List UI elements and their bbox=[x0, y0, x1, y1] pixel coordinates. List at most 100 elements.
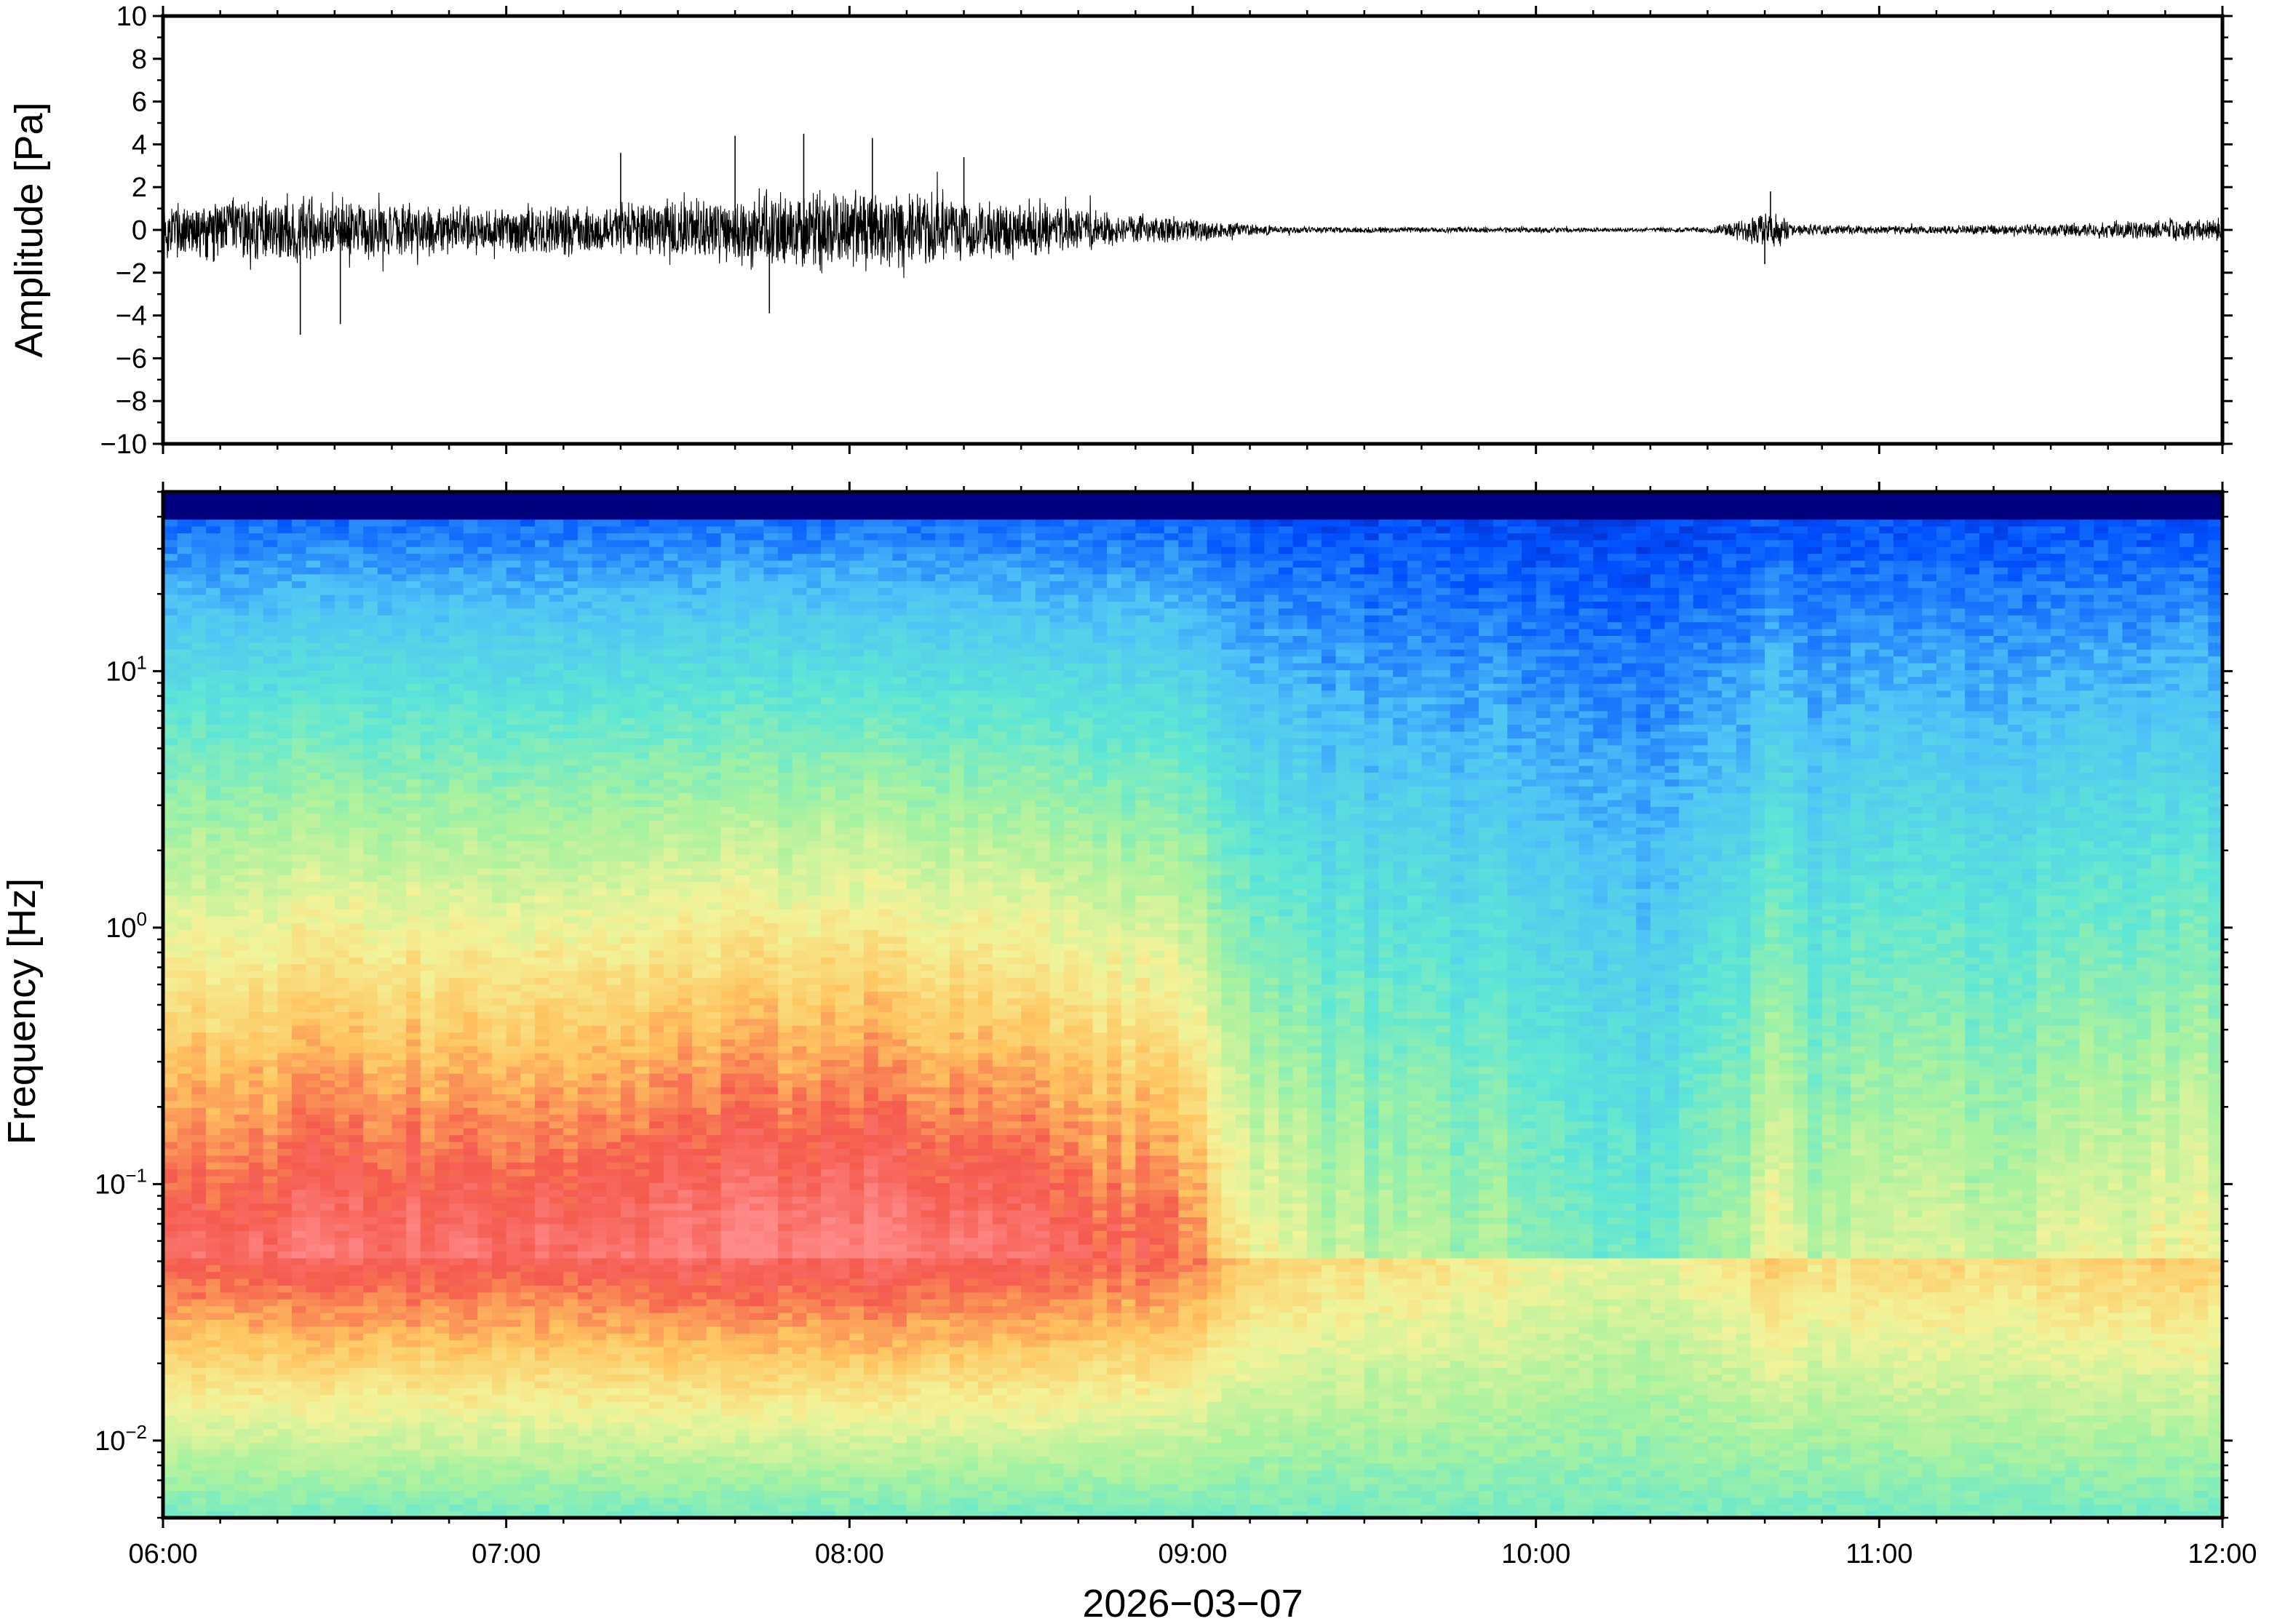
spectrogram-cell bbox=[421, 977, 435, 984]
spectrogram-cell bbox=[335, 1436, 349, 1443]
spectrogram-cell bbox=[378, 861, 392, 869]
spectrogram-cell bbox=[363, 868, 378, 875]
spectrogram-cell bbox=[406, 998, 421, 1006]
spectrogram-cell bbox=[592, 615, 607, 622]
spectrogram-cell bbox=[178, 1094, 192, 1101]
spectrogram-cell bbox=[263, 943, 278, 950]
spectrogram-cell bbox=[535, 1401, 549, 1409]
spectrogram-cell bbox=[464, 786, 478, 793]
spectrogram-cell bbox=[477, 1436, 492, 1443]
spectrogram-cell bbox=[320, 1272, 335, 1279]
spectrogram-cell bbox=[506, 690, 521, 698]
spectrogram-cell bbox=[220, 1190, 235, 1197]
spectrogram-cell bbox=[421, 1409, 435, 1416]
spectrogram-cell bbox=[178, 677, 192, 684]
spectrogram-cell bbox=[206, 498, 220, 506]
spectrogram-cell bbox=[206, 581, 220, 588]
spectrogram-cell bbox=[191, 1101, 206, 1108]
spectrogram-cell bbox=[191, 1032, 206, 1040]
spectrogram-cell bbox=[178, 923, 192, 930]
spectrogram-cell bbox=[292, 1306, 306, 1313]
spectrogram-cell bbox=[563, 1224, 578, 1231]
spectrogram-cell bbox=[406, 560, 421, 568]
spectrogram-cell bbox=[406, 1381, 421, 1388]
spectrogram-cell bbox=[434, 1121, 449, 1129]
spectrogram-cell bbox=[378, 1285, 392, 1292]
spectrogram-cell bbox=[506, 964, 521, 971]
spectrogram-cell bbox=[592, 868, 607, 875]
spectrogram-cell bbox=[349, 1169, 363, 1177]
spectrogram-cell bbox=[220, 1381, 235, 1388]
spectrogram-cell bbox=[191, 916, 206, 923]
spectrogram-cell bbox=[578, 909, 592, 916]
spectrogram-cell bbox=[191, 1429, 206, 1436]
spectrogram-cell bbox=[492, 629, 506, 636]
spectrogram-cell bbox=[249, 1477, 263, 1484]
spectrogram-cell bbox=[477, 1292, 492, 1299]
spectrogram-cell bbox=[378, 752, 392, 759]
spectrogram-cell bbox=[578, 588, 592, 595]
spectrogram-cell bbox=[263, 977, 278, 984]
spectrogram-cell bbox=[206, 868, 220, 875]
spectrogram-cell bbox=[234, 540, 249, 547]
spectrogram-cell bbox=[263, 669, 278, 677]
spectrogram-cell bbox=[263, 1306, 278, 1313]
spectrogram-cell bbox=[378, 1409, 392, 1416]
spectrogram-cell bbox=[234, 1436, 249, 1443]
spectrogram-cell bbox=[335, 1449, 349, 1457]
spectrogram-cell bbox=[320, 827, 335, 835]
spectrogram-cell bbox=[320, 1278, 335, 1286]
spectrogram-cell bbox=[549, 1230, 564, 1238]
spectrogram-cell bbox=[392, 950, 406, 958]
spectrogram-cell bbox=[549, 1422, 564, 1429]
spectrogram-cell bbox=[535, 731, 549, 739]
spectrogram-cell bbox=[421, 1019, 435, 1026]
spectrogram-cell bbox=[206, 902, 220, 909]
spectrogram-cell bbox=[234, 1490, 249, 1497]
spectrogram-cell bbox=[592, 1292, 607, 1299]
spectrogram-cell bbox=[549, 540, 564, 547]
spectrogram-cell bbox=[263, 1162, 278, 1169]
spectrogram-cell bbox=[520, 1238, 535, 1245]
spectrogram-cell bbox=[178, 1107, 192, 1115]
spectrogram-cell bbox=[406, 622, 421, 629]
spectrogram-cell bbox=[163, 943, 178, 950]
spectrogram-cell bbox=[549, 840, 564, 848]
spectrogram-cell bbox=[464, 1087, 478, 1094]
spectrogram-cell bbox=[563, 1101, 578, 1108]
spectrogram-cell bbox=[191, 1087, 206, 1094]
spectrogram-cell bbox=[349, 520, 363, 527]
spectrogram-cell bbox=[392, 1101, 406, 1108]
spectrogram-cell bbox=[464, 1299, 478, 1306]
spectrogram-cell bbox=[349, 1456, 363, 1463]
spectrogram-cell bbox=[163, 888, 178, 896]
spectrogram-cell bbox=[477, 1203, 492, 1211]
spectrogram-cell bbox=[520, 1361, 535, 1368]
spectrogram-cell bbox=[392, 1230, 406, 1238]
spectrogram-cell bbox=[249, 1367, 263, 1374]
spectrogram-cell bbox=[434, 916, 449, 923]
spectrogram-cell bbox=[277, 888, 292, 896]
spectrogram-cell bbox=[392, 827, 406, 835]
spectrogram-cell bbox=[392, 1162, 406, 1169]
spectrogram-cell bbox=[206, 971, 220, 978]
spectrogram-cell bbox=[263, 588, 278, 595]
spectrogram-cell bbox=[563, 635, 578, 642]
spectrogram-cell bbox=[392, 1135, 406, 1142]
spectrogram-cell bbox=[263, 1032, 278, 1040]
spectrogram-cell bbox=[606, 1025, 621, 1032]
spectrogram-cell bbox=[392, 498, 406, 506]
spectrogram-cell bbox=[178, 1142, 192, 1149]
spectrogram-cell bbox=[292, 868, 306, 875]
spectrogram-cell bbox=[263, 1456, 278, 1463]
spectrogram-cell bbox=[492, 594, 506, 602]
spectrogram-cell bbox=[392, 608, 406, 616]
spectrogram-cell bbox=[349, 765, 363, 773]
spectrogram-column-12 bbox=[335, 492, 349, 1518]
spectrogram-cell bbox=[206, 882, 220, 889]
spectrogram-cell bbox=[263, 1381, 278, 1388]
spectrogram-cell bbox=[349, 854, 363, 861]
spectrogram-cell bbox=[178, 1067, 192, 1074]
spectrogram-cell bbox=[563, 697, 578, 704]
spectrogram-cell bbox=[320, 991, 335, 998]
